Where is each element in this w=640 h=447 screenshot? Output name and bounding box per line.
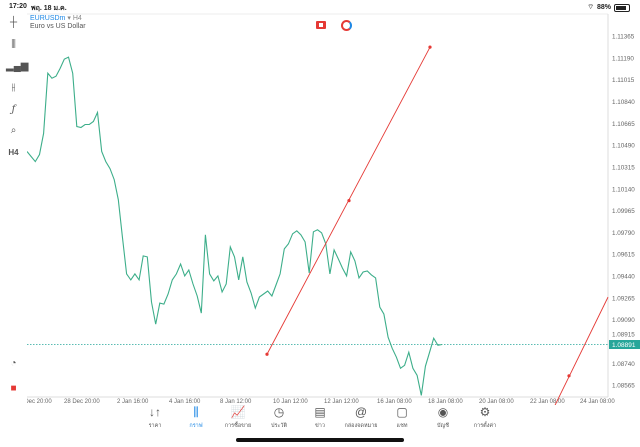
y-tick-label: 1.09965 — [612, 208, 635, 215]
nav-item-quotes[interactable]: ↓↑ ราคา — [133, 405, 177, 430]
y-tick-label: 1.09265 — [612, 295, 635, 302]
current-price-badge — [609, 340, 640, 350]
quotes-icon: ↓↑ — [149, 405, 161, 419]
quick-trade-icon[interactable]: ◔ — [10, 358, 17, 369]
x-tick-label: 18 Jan 08:00 — [428, 399, 463, 405]
y-tick-label: 1.09790 — [612, 230, 635, 237]
symbol-timeframe: H4 — [72, 15, 82, 22]
y-tick-label: 1.11015 — [612, 77, 635, 84]
symbol-description: Euro vs US Dollar — [30, 23, 86, 30]
history-icon: ◷ — [273, 405, 285, 419]
nav-label: การซื้อขาย — [224, 423, 252, 429]
battery-percent: 88% — [596, 4, 611, 11]
nav-label: แชท — [396, 423, 408, 429]
wifi-icon: ⌔ — [587, 4, 594, 11]
y-tick-label: 1.10315 — [612, 164, 635, 171]
nav-item-history[interactable]: ◷ ประวัติ — [257, 405, 301, 430]
y-tick-label: 1.09615 — [612, 252, 635, 259]
timeframe-button[interactable]: H4 — [8, 148, 19, 157]
account-icon: ◉ — [437, 405, 449, 419]
y-tick-label: 1.11190 — [612, 55, 634, 62]
chat-icon: ▢ — [396, 405, 408, 419]
mailbox-icon: @ — [354, 405, 368, 419]
symbol-name[interactable]: EURUSDm — [30, 15, 66, 22]
x-tick-label: 28 Dec 20:00 — [64, 399, 100, 405]
y-tick-label: 1.09440 — [612, 274, 635, 281]
trendline-anchor[interactable] — [347, 199, 351, 203]
current-price-label: 1.08891 — [612, 342, 636, 349]
y-tick-label: 1.08740 — [612, 361, 635, 368]
x-tick-label: 24 Jan 08:00 — [580, 399, 615, 405]
trendline-anchor[interactable] — [567, 374, 571, 378]
trendline[interactable] — [553, 296, 609, 405]
nav-item-account[interactable]: ◉ บัญชี — [421, 405, 465, 430]
x-tick-label: 12 Jan 12:00 — [324, 399, 359, 405]
status-date: พฤ. 18 ม.ค. — [31, 5, 67, 12]
one-click-trading-icon[interactable] — [316, 21, 326, 29]
bottom-nav: ↓↑ ราคา ⫼ กราฟ 📈 การซื้อขาย ◷ ประวัติ ▤ ข่าว @ กล่อ… — [0, 405, 640, 435]
y-tick-label: 1.11365 — [612, 34, 635, 41]
nav-label: กล่องจดหมาย — [344, 423, 378, 429]
left-toolbar: ┼ ⫼ ▂▄▆ ⫲ ƒ ⌕ H4 ◔ ■ — [0, 13, 29, 398]
x-tick-label: 4 Jan 16:00 — [169, 399, 201, 405]
x-tick-label: 2 Jan 16:00 — [117, 399, 149, 405]
indicators-icon[interactable]: ▂▄▆ — [6, 61, 29, 72]
x-tick-label: 20 Jan 08:00 — [479, 399, 514, 405]
x-tick-label: 16 Jan 08:00 — [377, 399, 412, 405]
objects-icon[interactable]: ⌕ — [10, 125, 17, 136]
trade-icon: 📈 — [230, 405, 246, 419]
trendline-anchor[interactable] — [428, 45, 432, 49]
y-tick-label: 1.10840 — [612, 99, 635, 106]
settings-icon: ⚙ — [479, 405, 491, 419]
y-tick-label: 1.10665 — [612, 121, 635, 128]
y-tick-label: 1.10490 — [612, 143, 635, 150]
trendline-anchor[interactable] — [265, 352, 269, 356]
nav-label: ข่าว — [315, 423, 325, 429]
nav-item-chart[interactable]: ⫼ กราฟ — [174, 405, 218, 430]
candlestick-icon[interactable]: ⫼ — [11, 39, 16, 50]
price-chart[interactable]: 1.11365 1.11190 1.11015 1.10840 1.10665 1.104… — [27, 13, 640, 405]
nav-item-mailbox[interactable]: @ กล่องจดหมาย — [339, 405, 383, 430]
status-time: 17:20 — [9, 3, 27, 10]
nav-label: กราฟ — [189, 423, 203, 429]
battery-icon — [614, 3, 630, 12]
news-icon: ▤ — [314, 405, 326, 419]
signal-icon[interactable] — [341, 20, 352, 31]
nav-item-settings[interactable]: ⚙ การตั้งค่า — [463, 405, 507, 430]
y-tick-label: 1.08915 — [612, 332, 635, 339]
price-series-line — [27, 56, 443, 396]
settings-sliders-icon[interactable]: ⫲ — [11, 82, 16, 93]
app-logo-icon[interactable]: ■ — [10, 383, 17, 394]
nav-label: ราคา — [148, 423, 162, 429]
y-tick-label: 1.08565 — [612, 383, 635, 390]
x-tick-label: 22 Jan 08:00 — [530, 399, 565, 405]
nav-label: ประวัติ — [270, 423, 288, 429]
nav-label: การตั้งค่า — [473, 423, 497, 429]
function-icon[interactable]: ƒ — [11, 104, 16, 115]
x-tick-label: 26 Dec 20:00 — [27, 399, 52, 405]
nav-item-chat[interactable]: ▢ แชท — [380, 405, 424, 430]
status-bar: 17:20 พฤ. 18 ม.ค. ⌔ 88% — [0, 0, 640, 13]
symbol-info: EURUSDm ▾ H4 Euro vs US Dollar — [30, 15, 86, 30]
crosshair-icon[interactable]: ┼ — [9, 17, 18, 28]
x-tick-label: 10 Jan 12:00 — [273, 399, 308, 405]
chart-icon: ⫼ — [193, 405, 199, 419]
home-indicator[interactable] — [236, 438, 404, 442]
nav-label: บัญชี — [437, 423, 449, 429]
x-tick-label: 8 Jan 12:00 — [220, 399, 252, 405]
nav-item-trade[interactable]: 📈 การซื้อขาย — [216, 405, 260, 430]
y-tick-label: 1.09090 — [612, 317, 635, 324]
nav-item-news[interactable]: ▤ ข่าว — [298, 405, 342, 430]
y-tick-label: 1.10140 — [612, 186, 635, 193]
